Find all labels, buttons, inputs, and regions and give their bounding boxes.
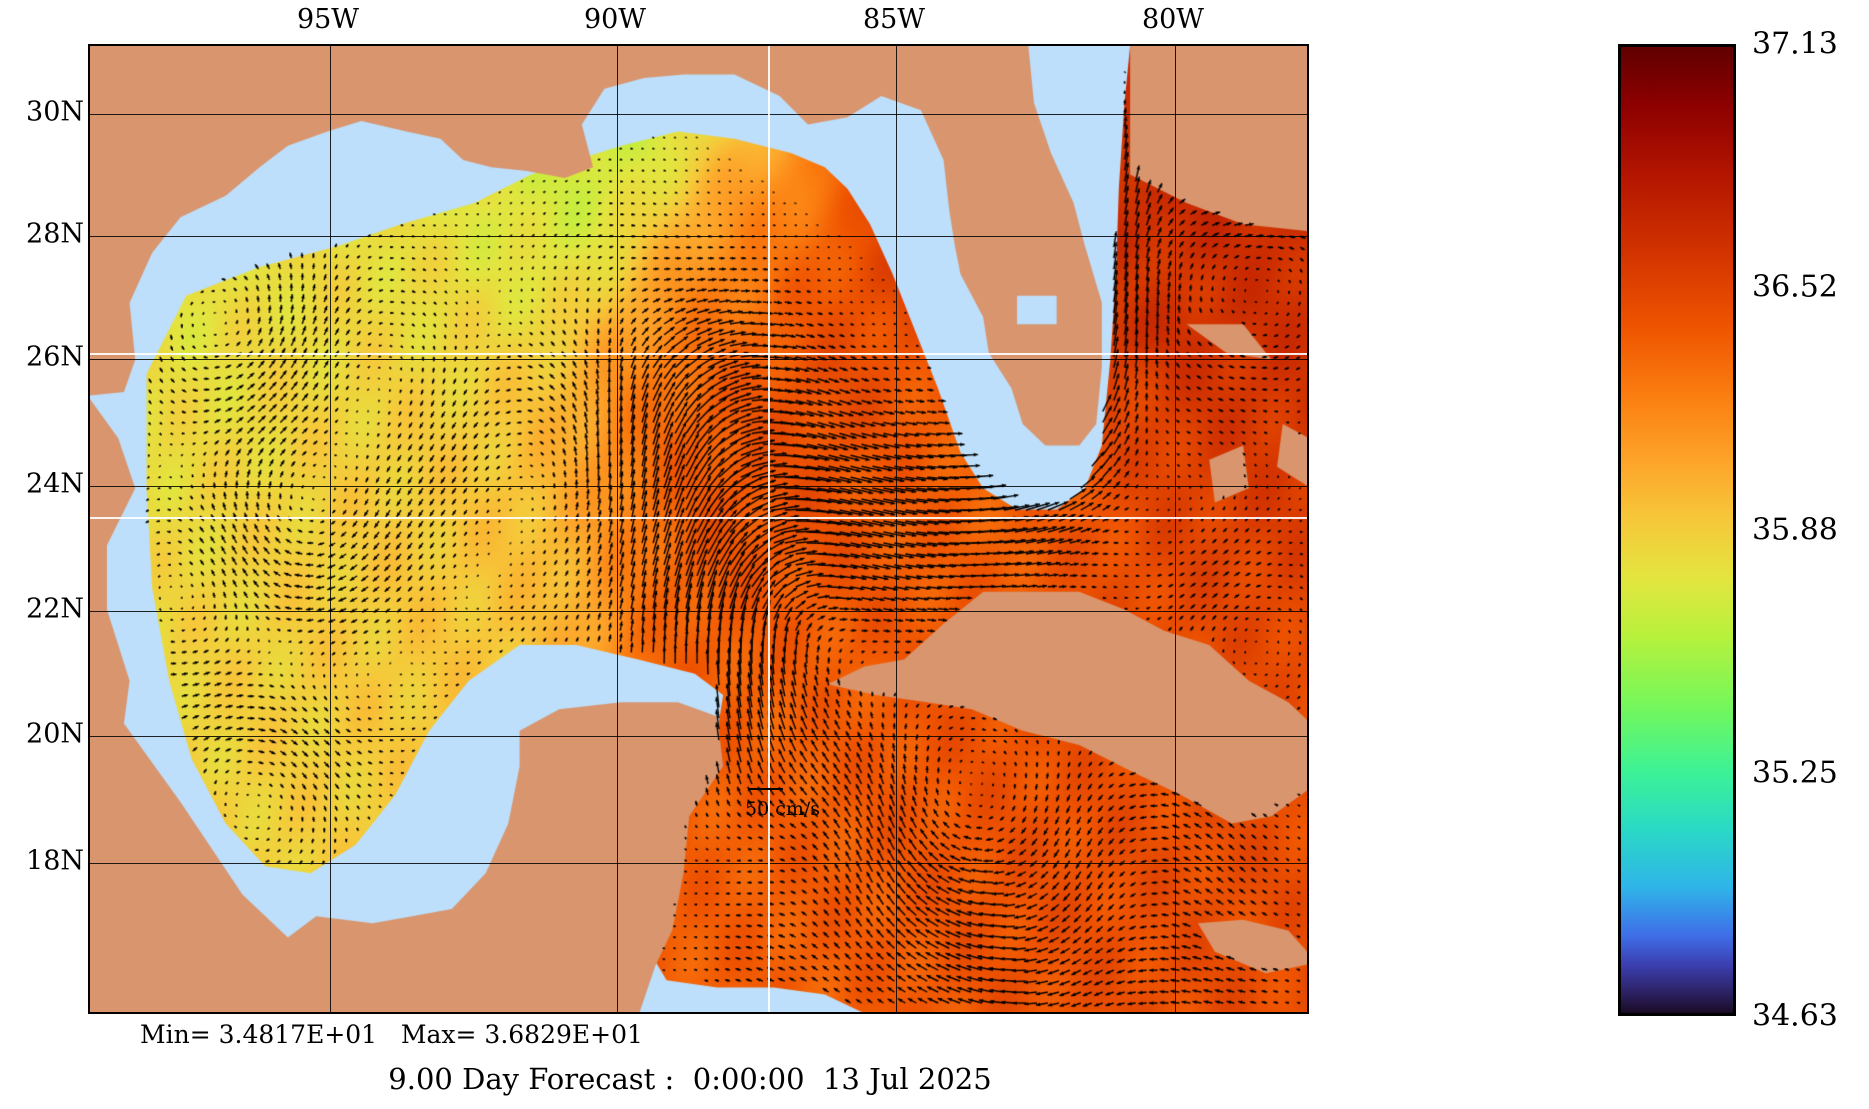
gridline-horizontal xyxy=(90,736,1307,737)
lat-tick-label-20n: 20N xyxy=(26,718,84,750)
gridline-horizontal xyxy=(90,611,1307,612)
lat-tick-label-30n: 30N xyxy=(26,96,84,128)
colorbar-label-1: 36.52 xyxy=(1752,269,1838,305)
vector-key-arrow xyxy=(749,788,783,790)
lat-tick-label-18n: 18N xyxy=(26,845,84,877)
colorbar-wrapper xyxy=(1618,44,1736,1016)
gridline-white-vertical xyxy=(768,46,771,1012)
forecast-title: 9.00 Day Forecast : 0:00:00 13 Jul 2025 xyxy=(388,1062,992,1096)
vector-scale-key: 50 cm/s xyxy=(745,788,875,820)
lat-tick-label-22n: 22N xyxy=(26,593,84,625)
map-plot-area[interactable]: 50 cm/s xyxy=(88,44,1309,1014)
lat-tick-label-28n: 28N xyxy=(26,218,84,250)
gridline-horizontal xyxy=(90,236,1307,237)
gridline-horizontal xyxy=(90,486,1307,487)
gridline-white-horizontal xyxy=(90,516,1307,519)
current-vectors-canvas xyxy=(90,46,1307,1012)
colorbar-label-0: 37.13 xyxy=(1752,26,1838,62)
vector-key-label: 50 cm/s xyxy=(745,798,821,820)
lon-tick-label-90w: 90W xyxy=(583,4,647,35)
lon-tick-label-85w: 85W xyxy=(862,4,926,35)
lon-tick-label-80w: 80W xyxy=(1141,4,1205,35)
gridline-vertical xyxy=(330,46,331,1012)
colorbar-label-3: 35.25 xyxy=(1752,755,1838,791)
colorbar-label-4: 34.63 xyxy=(1752,998,1838,1034)
gridline-horizontal xyxy=(90,863,1307,864)
lat-tick-label-24n: 24N xyxy=(26,468,84,500)
lat-tick-label-26n: 26N xyxy=(26,341,84,373)
gridline-horizontal xyxy=(90,359,1307,360)
gridline-vertical xyxy=(896,46,897,1012)
gridline-vertical xyxy=(617,46,618,1012)
colorbar-label-2: 35.88 xyxy=(1752,512,1838,548)
min-max-annotation: Min= 3.4817E+01 Max= 3.6829E+01 xyxy=(140,1020,643,1049)
salinity-colorbar xyxy=(1618,44,1736,1016)
gridline-horizontal xyxy=(90,114,1307,115)
gridline-vertical xyxy=(1175,46,1176,1012)
lon-tick-label-95w: 95W xyxy=(296,4,360,35)
gridline-white-horizontal xyxy=(90,352,1307,355)
